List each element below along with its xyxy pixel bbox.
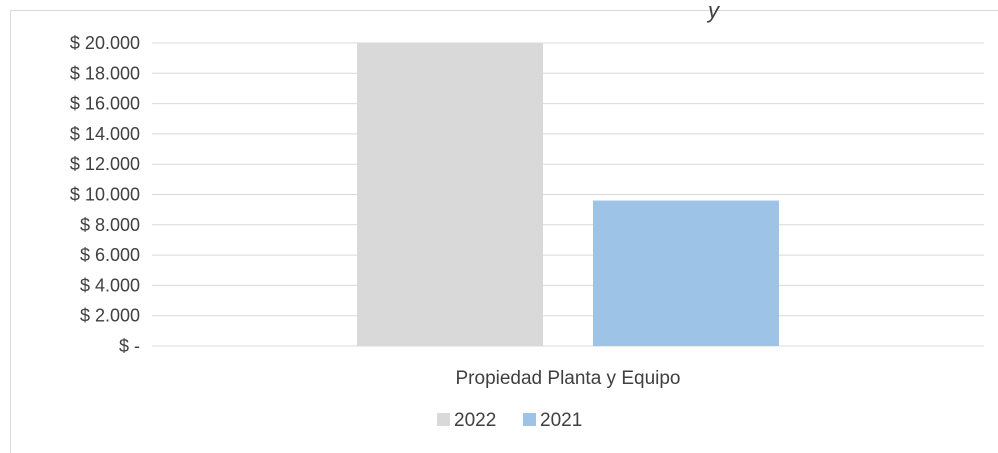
y-tick-label: $ 6.000 — [80, 245, 140, 265]
y-tick-label: $ 16.000 — [70, 94, 140, 114]
bar-2021 — [593, 200, 779, 346]
category-labels: Propiedad Planta y Equipo — [456, 368, 681, 389]
y-tick-label: $ 8.000 — [80, 215, 140, 235]
legend-swatch-2021 — [523, 413, 536, 426]
y-tick-label: $ 20.000 — [70, 33, 140, 53]
y-tick-label: $ 2.000 — [80, 306, 140, 326]
y-tick-label: $ 10.000 — [70, 185, 140, 205]
chart-frame — [10, 10, 998, 453]
legend-swatch-2022 — [437, 413, 450, 426]
gridlines — [152, 42, 984, 347]
legend: 2022 2021 — [437, 410, 582, 431]
y-tick-label: $ 12.000 — [70, 154, 140, 174]
bar-2022 — [357, 43, 543, 346]
category-label: Propiedad Planta y Equipo — [456, 368, 681, 389]
y-tick-label: $ 14.000 — [70, 124, 140, 144]
legend-label: 2021 — [540, 410, 582, 431]
y-tick-label: $ - — [119, 336, 140, 356]
y-tick-label: $ 18.000 — [70, 63, 140, 83]
chart-title-fragment: y — [708, 0, 719, 23]
bars — [357, 43, 779, 346]
y-tick-label: $ 4.000 — [80, 275, 140, 295]
legend-label: 2022 — [454, 410, 496, 431]
y-axis-tick-labels: $ - $ 2.000 $ 4.000 $ 6.000 $ 8.000 $ 10.000 $… — [70, 33, 140, 356]
